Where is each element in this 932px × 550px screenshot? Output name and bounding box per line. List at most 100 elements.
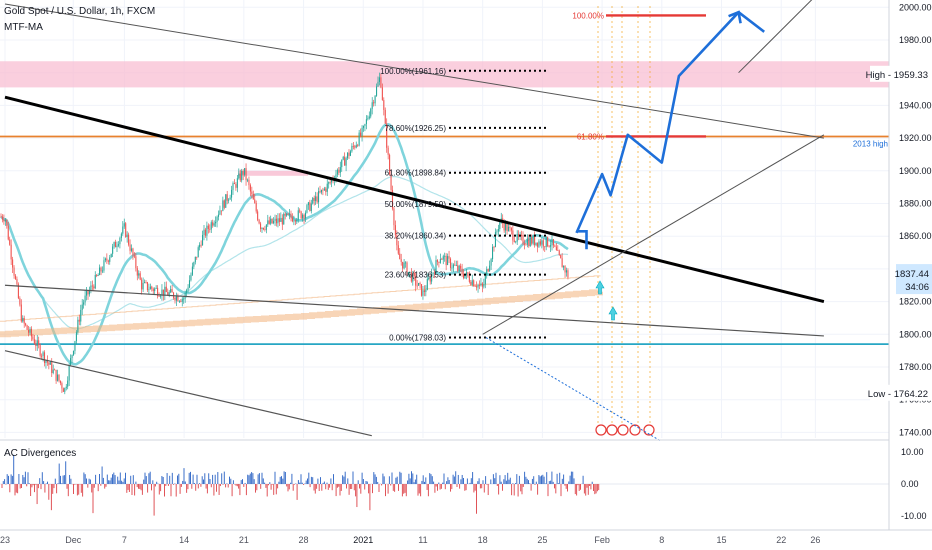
- fib-level-label: 61.80%(1898.84): [385, 169, 447, 178]
- candle-body: [204, 229, 206, 236]
- candle-body: [72, 350, 75, 355]
- bottom-channel-line: [4, 350, 372, 437]
- candle-body: [235, 184, 237, 188]
- candle-body: [522, 234, 524, 244]
- candle-body: [481, 283, 483, 287]
- candle-body: [432, 272, 434, 274]
- candle-body: [354, 146, 356, 148]
- candle-body: [88, 290, 90, 295]
- candle-body: [477, 284, 479, 288]
- candle-body: [115, 242, 117, 248]
- candle-body: [220, 210, 222, 212]
- moving-averages: [0, 122, 603, 366]
- candle-body: [48, 362, 50, 365]
- candle-body: [93, 286, 95, 289]
- candle-body: [415, 275, 417, 286]
- candle-body: [291, 217, 293, 222]
- candle-body: [228, 199, 230, 201]
- candle-body: [130, 248, 133, 251]
- candle-body: [151, 286, 153, 289]
- candle-body: [271, 218, 273, 224]
- cycle-marker: [617, 424, 629, 436]
- candle-body: [78, 319, 80, 322]
- candle-body: [125, 223, 127, 238]
- candle-body: [406, 262, 408, 275]
- candle-body: [336, 169, 338, 175]
- candle-body: [126, 234, 128, 238]
- candle-body: [393, 208, 395, 226]
- time-tick-label: 22: [776, 535, 786, 545]
- candle-body: [447, 256, 449, 266]
- candle-body: [347, 152, 349, 159]
- ma-fast: [0, 122, 569, 366]
- candle-body: [396, 235, 398, 246]
- candle-body: [226, 194, 228, 201]
- candle-body: [521, 234, 523, 236]
- time-tick-label: 8: [659, 535, 664, 545]
- candle-body: [434, 272, 436, 274]
- candle-body: [52, 369, 54, 373]
- oscillator-title[interactable]: AC Divergences: [4, 448, 76, 459]
- candle-body: [26, 325, 28, 330]
- candle-body: [219, 210, 221, 215]
- candle-body: [483, 284, 485, 287]
- candle-body: [329, 182, 331, 183]
- candle-body: [541, 240, 543, 245]
- candle-body: [268, 220, 270, 224]
- candle-body: [122, 226, 124, 234]
- candle-body: [100, 267, 102, 272]
- candle-body: [203, 229, 205, 235]
- candle-body: [149, 286, 151, 290]
- candle-body: [436, 260, 438, 262]
- candle-body: [565, 270, 568, 273]
- candle-body: [509, 226, 511, 229]
- candle-body: [180, 300, 182, 302]
- time-tick-label: 2021: [353, 535, 373, 545]
- time-tick-label: 23: [0, 535, 10, 545]
- candle-body: [62, 388, 64, 392]
- candle-body: [516, 233, 518, 242]
- candle-body: [241, 170, 243, 181]
- candle-body: [402, 261, 404, 269]
- candle-body: [113, 242, 115, 247]
- candle-body: [534, 236, 536, 246]
- candle-body: [51, 362, 53, 373]
- candle-body: [319, 191, 321, 193]
- candle-body: [283, 213, 285, 225]
- candle-body: [209, 228, 211, 230]
- candle-body: [248, 179, 250, 186]
- candle-body: [4, 219, 6, 222]
- candle-body: [155, 287, 157, 289]
- ma-long-band: [0, 289, 603, 338]
- indicator-label[interactable]: MTF-MA: [4, 22, 43, 33]
- candle-body: [374, 95, 376, 104]
- candle-body: [196, 256, 198, 258]
- candle-body: [299, 210, 301, 212]
- price-tick-label: 1800.00: [899, 329, 932, 339]
- candle-body: [538, 241, 540, 247]
- candle-body: [244, 168, 246, 175]
- candle-body: [32, 336, 34, 340]
- candle-body: [190, 274, 192, 281]
- candle-body: [103, 260, 105, 271]
- candle-body: [425, 289, 427, 292]
- candle-body: [199, 244, 201, 248]
- candle-body: [536, 242, 539, 247]
- candle-body: [323, 188, 325, 191]
- time-tick-label: Feb: [594, 535, 610, 545]
- candle-body: [9, 239, 11, 245]
- candle-body: [526, 239, 528, 245]
- time-tick-label: 11: [418, 535, 427, 545]
- rising-support-line: [482, 134, 825, 335]
- candle-body: [318, 191, 320, 203]
- candle-body: [174, 297, 176, 301]
- candle-body: [161, 289, 163, 296]
- candle-body: [6, 219, 8, 226]
- price-tick-label: 2000.00: [899, 2, 932, 12]
- candle-body: [175, 295, 177, 301]
- candle-body: [552, 239, 554, 246]
- chart-title[interactable]: Gold Spot / U.S. Dollar, 1h, FXCM: [4, 6, 155, 17]
- candle-body: [351, 145, 353, 152]
- candle-body: [171, 289, 173, 293]
